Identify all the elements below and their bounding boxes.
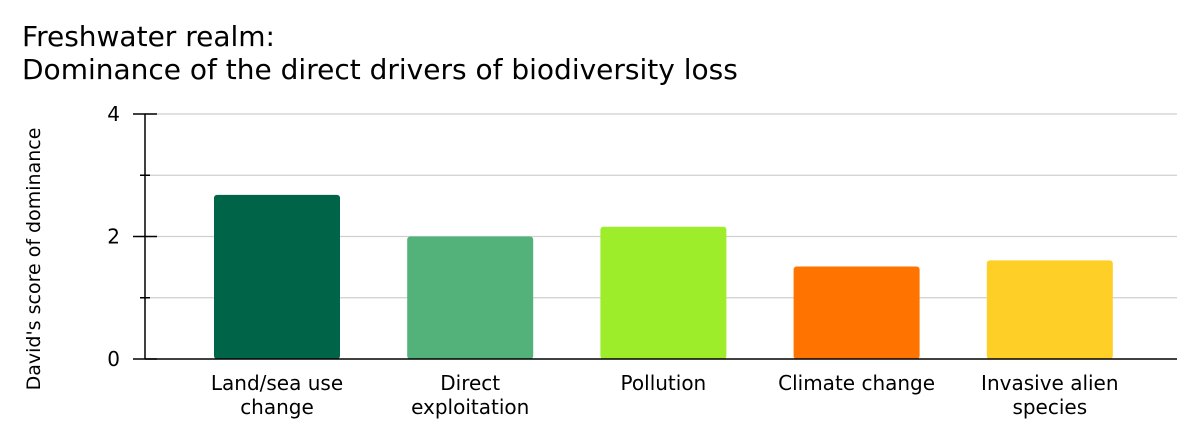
x-tick-label: Climate change	[778, 371, 935, 395]
x-tick-label-line: Pollution	[621, 371, 707, 395]
axes	[133, 113, 1177, 360]
y-tick-label: 4	[107, 102, 120, 126]
y-tick-label: 0	[107, 347, 120, 371]
x-tick-label: Invasive alien species	[981, 371, 1119, 419]
x-tick-labels: Land/sea use change Direct exploitation Poll…	[211, 371, 1119, 419]
x-tick-label-line: Direct	[440, 371, 500, 395]
chart-title-line-1: Freshwater realm:	[22, 20, 275, 53]
bar	[407, 236, 534, 359]
y-axis-label: David's score of dominance	[23, 128, 45, 391]
x-tick-label: Land/sea use change	[211, 371, 343, 419]
chart-title: Freshwater realm: Dominance of the direc…	[22, 20, 738, 86]
x-tick-label-line: Invasive alien	[981, 371, 1119, 395]
x-tick-label-line: exploitation	[411, 395, 529, 419]
x-tick-label: Pollution	[621, 371, 707, 395]
chart-title-line-2: Dominance of the direct drivers of biodi…	[22, 53, 738, 86]
x-tick-label: Direct exploitation	[411, 371, 529, 419]
x-tick-label-line: species	[1012, 395, 1087, 419]
bar	[793, 266, 920, 359]
y-tick-labels: 0 2 4	[107, 102, 120, 371]
bar	[214, 194, 340, 359]
y-tick-label: 2	[107, 225, 120, 249]
x-tick-label-line: Climate change	[778, 371, 935, 395]
bars	[214, 194, 1113, 359]
x-tick-label-line: change	[240, 395, 314, 419]
bar	[600, 226, 727, 359]
bar	[986, 260, 1113, 359]
x-tick-label-line: Land/sea use	[211, 371, 343, 395]
